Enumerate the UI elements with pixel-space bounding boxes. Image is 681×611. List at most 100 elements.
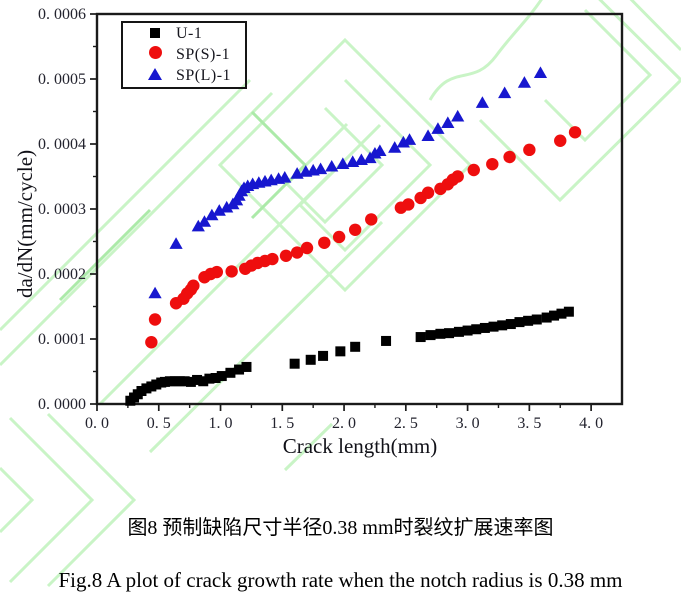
- data-point-square: [549, 310, 560, 321]
- data-point-square: [497, 320, 508, 331]
- data-point-circle: [402, 198, 415, 211]
- plot-frame: [95, 12, 624, 406]
- data-point-triangle: [313, 162, 328, 175]
- data-point-square: [210, 373, 221, 383]
- data-point-square: [505, 319, 516, 330]
- caption-english: Fig.8 A plot of crack growth rate when t…: [58, 568, 623, 592]
- data-point-circle: [148, 313, 162, 326]
- data-point-circle: [523, 143, 536, 157]
- data-point-circle: [225, 265, 238, 278]
- data-point-square: [185, 376, 196, 387]
- data-point-triangle: [517, 76, 532, 88]
- data-point-triangle: [325, 159, 339, 172]
- data-point-triangle: [148, 286, 162, 299]
- data-point-circle: [486, 157, 499, 171]
- data-point-triangle: [336, 157, 350, 169]
- y-tick-label: 0. 0006: [38, 6, 86, 23]
- data-point-triangle: [191, 219, 205, 232]
- data-point-square: [563, 306, 574, 317]
- x-axis-title: Crack length(mm): [283, 434, 438, 458]
- data-point-square: [471, 324, 482, 335]
- data-point-square: [488, 321, 499, 332]
- data-point-triangle: [197, 215, 212, 227]
- data-point-square: [234, 364, 245, 375]
- data-point-square: [198, 376, 209, 387]
- data-point-square: [335, 346, 346, 357]
- x-tick-label: 0. 5: [147, 415, 171, 432]
- y-tick-label: 0. 0001: [38, 331, 86, 348]
- legend-label: SP(S)-1: [176, 45, 231, 63]
- plot-generated: 0. 0 0. 5 1. 0 1. 5 2. 0 2. 5 3. 0 3. 5 4. 0 0. 0…: [38, 6, 624, 432]
- data-point-square: [435, 328, 446, 339]
- data-point-triangle: [498, 86, 512, 99]
- data-point-square: [241, 361, 252, 372]
- y-tick-label: 0. 0002: [38, 266, 86, 283]
- data-point-triangle: [388, 141, 402, 153]
- data-point-triangle: [169, 237, 183, 249]
- caption-chinese: 图8 预制缺陷尺寸半径0.38 mm时裂纹扩展速率图: [127, 517, 554, 539]
- x-tick-label: 4. 0: [579, 415, 603, 432]
- data-point-circle: [554, 134, 567, 147]
- data-point-triangle: [451, 109, 465, 122]
- x-tick-label: 3. 5: [517, 415, 541, 432]
- data-point-square: [204, 373, 215, 384]
- data-point-square: [462, 325, 473, 336]
- data-point-triangle: [441, 116, 455, 128]
- data-point-triangle: [220, 200, 234, 213]
- data-point-circle: [332, 230, 346, 244]
- data-point-circle: [451, 170, 464, 183]
- data-point-circle: [279, 249, 293, 262]
- data-point-circle: [365, 213, 378, 226]
- data-point-triangle: [475, 96, 490, 108]
- data-point-square: [425, 330, 436, 341]
- data-point-triangle: [373, 144, 387, 156]
- data-point-square: [541, 312, 552, 323]
- data-point-square: [350, 341, 361, 352]
- data-point-triangle: [533, 66, 548, 78]
- y-tick-label: 0. 0004: [38, 136, 86, 153]
- data-point-square: [453, 326, 464, 337]
- data-point-square: [531, 314, 542, 325]
- data-point-square: [305, 354, 316, 365]
- legend-label: SP(L)-1: [176, 66, 232, 84]
- data-point-square: [415, 332, 426, 343]
- legend-item-spl1: SP(L)-1: [123, 66, 245, 86]
- x-tick-label: 3. 0: [456, 415, 480, 432]
- data-point-square: [514, 317, 525, 328]
- data-point-triangle: [402, 133, 417, 145]
- data-point-square: [556, 308, 567, 319]
- data-point-square: [318, 350, 329, 361]
- y-axis-title: da/dN(mm/cycle): [13, 150, 37, 298]
- legend-item-sps1: SP(S)-1: [123, 45, 245, 65]
- plot-svg: 0. 0 0. 5 1. 0 1. 5 2. 0 2. 5 3. 0 3. 5 4. 0 0. 0…: [13, 6, 624, 458]
- y-tick-label: 0. 0000: [38, 396, 86, 413]
- data-point-square: [479, 322, 490, 333]
- triangle-marker-icon: [147, 67, 163, 85]
- data-point-circle: [568, 126, 582, 139]
- legend-label: U-1: [176, 25, 203, 43]
- data-point-circle: [300, 241, 314, 255]
- data-point-circle: [348, 223, 362, 236]
- legend-item-u1: U-1: [123, 24, 245, 44]
- data-point-triangle: [205, 208, 219, 221]
- circle-marker-icon: [147, 45, 163, 64]
- x-tick-label: 1. 0: [209, 415, 233, 432]
- data-point-square: [225, 367, 236, 378]
- data-point-circle: [187, 279, 200, 292]
- y-tick-label: 0. 0005: [38, 71, 86, 88]
- data-point-circle: [467, 163, 480, 177]
- legend-box: U-1 SP(S)-1 SP(L)-1: [121, 21, 247, 89]
- data-point-triangle: [278, 171, 292, 183]
- data-point-square: [523, 315, 534, 326]
- square-marker-icon: [147, 25, 163, 43]
- data-point-square: [179, 376, 190, 387]
- data-point-circle: [318, 236, 331, 249]
- data-point-triangle: [421, 129, 435, 141]
- x-tick-label: 0. 0: [85, 415, 109, 432]
- data-point-square: [289, 358, 300, 369]
- data-point-triangle: [212, 204, 226, 216]
- data-point-circle: [210, 265, 224, 279]
- data-point-circle: [503, 150, 516, 164]
